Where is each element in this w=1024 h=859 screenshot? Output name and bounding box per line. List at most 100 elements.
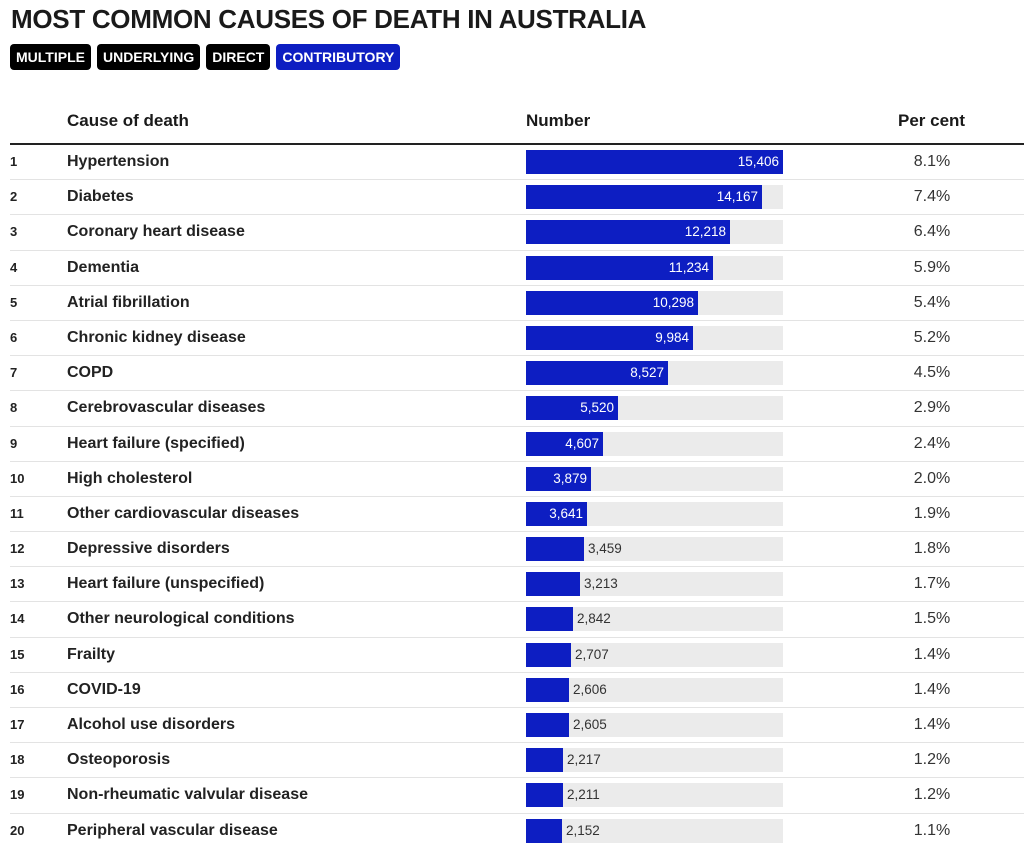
view-tabs: MULTIPLE UNDERLYING DIRECT CONTRIBUTORY	[10, 44, 401, 70]
table-row: 12 Depressive disorders 3,459 1.8%	[10, 532, 1024, 568]
bar-track: 3,459	[526, 537, 783, 562]
row-rank: 9	[10, 435, 18, 451]
row-cause: Cerebrovascular diseases	[67, 399, 266, 417]
row-percent: 2.4%	[913, 434, 951, 452]
bar-value-label: 15,406	[737, 154, 779, 169]
row-cause: Other cardiovascular diseases	[67, 504, 300, 522]
bar	[526, 185, 762, 210]
table-row: 17 Alcohol use disorders 2,605 1.4%	[10, 708, 1024, 744]
tab-underlying[interactable]: UNDERLYING	[96, 44, 201, 70]
bar-value-label: 4,607	[565, 435, 599, 451]
bar-track: 9,984	[526, 325, 783, 350]
row-percent: 1.7%	[913, 575, 951, 593]
row-percent: 1.8%	[913, 540, 951, 558]
table-row: 2 Diabetes 14,167 7.4%	[10, 180, 1024, 216]
bar	[526, 748, 563, 773]
row-rank: 14	[10, 611, 25, 627]
data-table: 1 Hypertension 15,406 8.1% 2 Diabetes 14,167 7.…	[10, 145, 1024, 849]
bar	[526, 501, 587, 526]
row-rank: 16	[10, 681, 25, 697]
table-row: 5 Atrial fibrillation 10,298 5.4%	[10, 286, 1024, 321]
row-percent: 1.4%	[913, 680, 951, 698]
row-percent: 2.0%	[913, 469, 951, 487]
bar-track: 2,606	[526, 677, 783, 702]
row-cause: High cholesterol	[67, 469, 193, 487]
row-percent: 1.4%	[913, 716, 951, 733]
row-cause: COVID-19	[67, 680, 141, 698]
row-percent: 8.1%	[913, 153, 951, 170]
bar	[526, 607, 573, 632]
table-row: 1 Hypertension 15,406 8.1%	[10, 145, 1024, 181]
bar-value-label: 2,152	[566, 822, 600, 838]
bar-track: 3,879	[526, 466, 783, 491]
table-row: 7 COPD 8,527 4.5%	[10, 356, 1024, 392]
row-cause: Non-rheumatic valvular disease	[67, 786, 308, 804]
row-percent: 2.9%	[913, 399, 951, 417]
row-cause: Frailty	[67, 645, 116, 663]
bar	[526, 325, 693, 350]
row-percent: 7.4%	[913, 188, 951, 206]
tab-direct[interactable]: DIRECT	[206, 44, 271, 70]
row-percent: 1.1%	[913, 821, 951, 839]
row-rank: 18	[10, 752, 25, 768]
table-row: 14 Other neurological conditions 2,842 1.5%	[10, 602, 1024, 638]
row-cause: Atrial fibrillation	[67, 293, 190, 311]
row-rank: 4	[10, 259, 18, 275]
bar	[526, 818, 562, 843]
tab-contributory[interactable]: CONTRIBUTORY	[276, 44, 401, 70]
row-cause: Osteoporosis	[67, 751, 171, 769]
bar	[526, 642, 571, 667]
bar	[526, 713, 569, 737]
row-cause: Peripheral vascular disease	[67, 821, 278, 839]
bar-value-label: 2,707	[575, 646, 609, 662]
header-percent: Per cent	[898, 111, 966, 130]
header-divider	[10, 143, 1024, 145]
bar-track: 4,607	[526, 431, 783, 456]
bar	[526, 572, 580, 597]
table-row: 4 Dementia 11,234 5.9%	[10, 251, 1024, 286]
table-row: 11 Other cardiovascular diseases 3,641 1.9%	[10, 497, 1024, 533]
bar	[526, 677, 569, 702]
row-rank: 13	[10, 576, 25, 592]
bar-track: 14,167	[526, 185, 783, 210]
table-row: 13 Heart failure (unspecified) 3,213 1.7%	[10, 567, 1024, 603]
row-cause: Depressive disorders	[67, 540, 230, 558]
bar	[526, 537, 584, 562]
row-cause: Alcohol use disorders	[67, 716, 236, 733]
chart-title: MOST COMMON CAUSES OF DEATH IN AUSTRALIA	[11, 4, 647, 34]
bar-track: 2,605	[526, 713, 783, 737]
bar-value-label: 2,842	[577, 611, 611, 627]
table-row: 18 Osteoporosis 2,217 1.2%	[10, 743, 1024, 779]
table-row: 10 High cholesterol 3,879 2.0%	[10, 462, 1024, 497]
row-rank: 10	[10, 470, 25, 486]
bar-track: 2,707	[526, 642, 783, 667]
table-row: 15 Frailty 2,707 1.4%	[10, 638, 1024, 673]
row-rank: 15	[10, 646, 25, 662]
bar-track: 2,217	[526, 748, 783, 773]
row-rank: 3	[10, 224, 18, 240]
bar-track: 10,298	[526, 290, 783, 315]
row-cause: Heart failure (specified)	[67, 434, 245, 452]
bar	[526, 396, 618, 421]
bar	[526, 466, 591, 491]
bar-value-label: 2,606	[573, 681, 607, 697]
bar	[526, 150, 783, 174]
row-percent: 1.2%	[913, 786, 951, 804]
bar	[526, 783, 563, 808]
header-cause: Cause of death	[67, 111, 189, 130]
table-row: 3 Coronary heart disease 12,218 6.4%	[10, 215, 1024, 251]
row-rank: 8	[10, 400, 18, 416]
bar-value-label: 5,520	[580, 400, 614, 416]
bar-track: 11,234	[526, 255, 783, 280]
bar-value-label: 9,984	[655, 329, 689, 345]
row-percent: 5.9%	[913, 258, 951, 276]
bar	[526, 255, 713, 280]
bar-value-label: 2,211	[567, 787, 600, 803]
bar-value-label: 14,167	[716, 189, 758, 205]
row-rank: 7	[10, 365, 18, 381]
row-rank: 11	[10, 505, 24, 521]
tab-multiple[interactable]: MULTIPLE	[10, 44, 91, 70]
bar-value-label: 2,217	[567, 752, 601, 768]
bar-value-label: 12,218	[684, 224, 726, 240]
bar-track: 2,152	[526, 818, 783, 843]
